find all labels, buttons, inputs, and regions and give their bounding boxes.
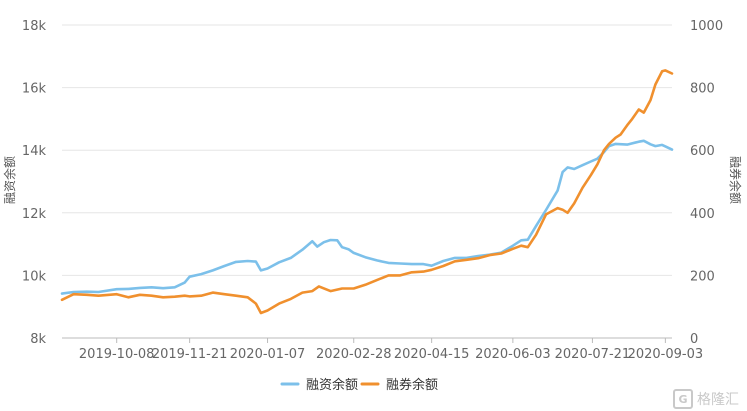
x-tick-label: 2020-02-28 — [316, 347, 392, 362]
y-right-tick-label: 200 — [690, 269, 715, 284]
y-left-tick-label: 10k — [22, 269, 47, 284]
x-tick-label: 2020-04-15 — [394, 347, 470, 362]
gridlines — [62, 24, 672, 339]
y-left-tick-label: 18k — [22, 19, 47, 34]
y-right-tick-label: 800 — [690, 82, 715, 97]
x-tick-label: 2020-09-03 — [628, 347, 704, 362]
y-right-tick-label: 0 — [690, 332, 698, 347]
watermark-text: 格隆汇 — [697, 392, 739, 408]
y-left-tick-label: 12k — [22, 207, 47, 222]
watermark-logo-icon: G — [673, 389, 693, 409]
y-axis-right: 0 200 400 600 800 1000 — [690, 19, 723, 347]
x-tick-label: 2019-11-21 — [152, 347, 228, 362]
series-line-1[interactable] — [60, 139, 674, 295]
series-layer — [60, 69, 674, 315]
y-left-tick-label: 14k — [22, 144, 47, 159]
y-axis-left: 8k 10k 12k 14k 16k 18k — [22, 19, 47, 347]
legend[interactable]: 融资余额 融券余额 — [280, 377, 438, 393]
x-tick-label: 2020-07-21 — [555, 347, 631, 362]
legend-item-2[interactable]: 融券余额 — [360, 377, 438, 393]
x-tick-label: 2020-06-03 — [475, 347, 551, 362]
legend-label: 融券余额 — [386, 377, 438, 393]
y-right-tick-label: 400 — [690, 207, 715, 222]
y-right-tick-label: 600 — [690, 144, 715, 159]
y-right-tick-label: 1000 — [690, 19, 723, 34]
x-tick-label: 2019-10-08 — [79, 347, 155, 362]
series-line-2[interactable] — [60, 69, 674, 315]
y-left-tick-label: 8k — [30, 332, 46, 347]
y-axis-left-title: 融资余额 — [2, 156, 17, 204]
legend-label: 融资余额 — [306, 377, 358, 393]
legend-item-1[interactable]: 融资余额 — [280, 377, 358, 393]
y-left-tick-label: 16k — [22, 82, 47, 97]
watermark: G 格隆汇 — [673, 389, 739, 409]
y-axis-right-title: 融券余额 — [728, 156, 743, 204]
x-tick-label: 2020-01-07 — [230, 347, 306, 362]
